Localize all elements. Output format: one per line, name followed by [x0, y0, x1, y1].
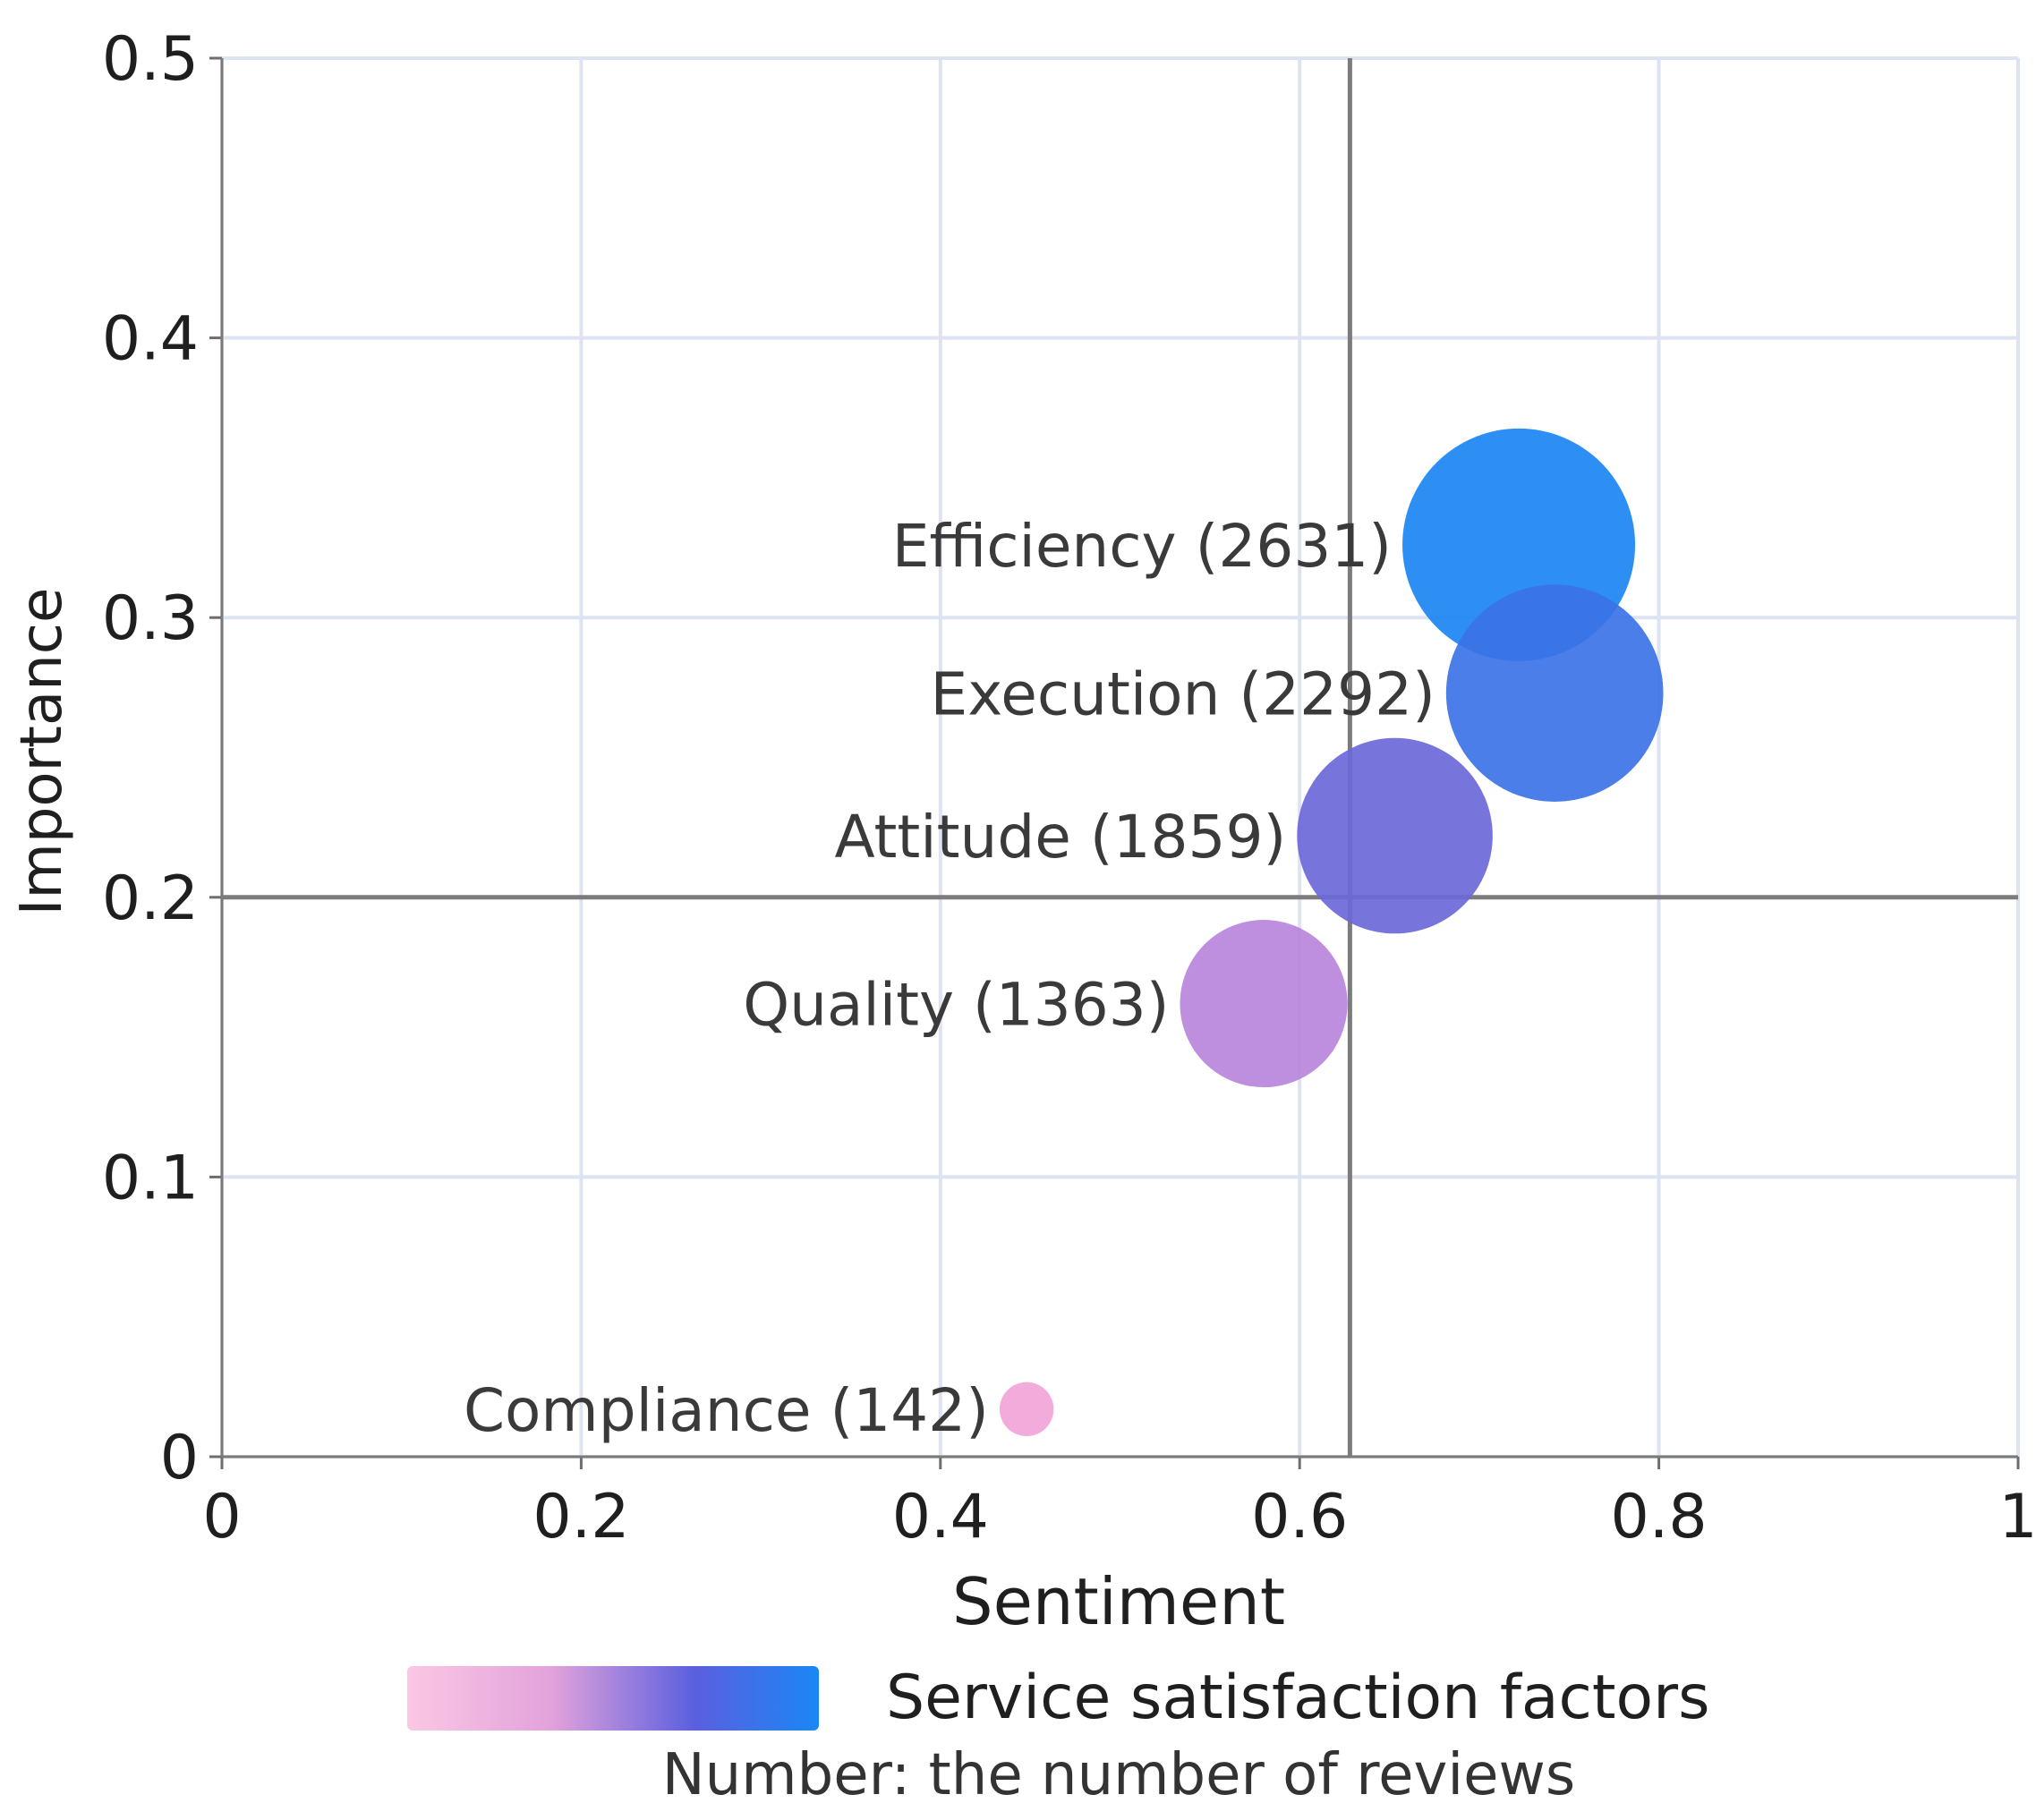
bubble-label-quality: Quality (1363) — [743, 971, 1169, 1040]
y-axis-title: Importance — [9, 588, 75, 916]
bubble-label-attitude: Attitude (1859) — [835, 803, 1287, 872]
grid — [220, 56, 2020, 1459]
y-tick-label: 0.4 — [102, 304, 199, 375]
x-tick-label: 0.6 — [1251, 1482, 1348, 1552]
x-tick-label: 0.8 — [1611, 1482, 1708, 1552]
bubble-attitude — [1297, 737, 1493, 934]
bubble-compliance — [999, 1382, 1054, 1437]
legend-note: Number: the number of reviews — [662, 1742, 1575, 1808]
y-tick-label: 0.1 — [102, 1143, 199, 1213]
x-tick-label: 0 — [202, 1482, 241, 1552]
y-tick-label: 0.5 — [102, 24, 199, 95]
y-tick-label: 0.2 — [102, 863, 199, 934]
bubble-label-execution: Execution (2292) — [931, 660, 1435, 729]
axes: 0 0.2 0.4 0.6 0.8 1 0 0.1 0.2 0.3 0.4 0.5 — [102, 24, 2036, 1552]
legend: Service satisfaction factors Number: the… — [407, 1663, 1710, 1808]
bubble-label-efficiency: Efficiency (2631) — [892, 512, 1392, 581]
y-tick-label: 0 — [160, 1423, 199, 1493]
bubble-labels: Efficiency (2631) Execution (2292) Attitud… — [464, 512, 1435, 1445]
bubbles — [999, 428, 1664, 1437]
x-tick-label: 0.2 — [532, 1482, 629, 1552]
legend-gradient-bar — [407, 1666, 819, 1731]
bubble-quality — [1180, 920, 1348, 1088]
reference-lines — [222, 58, 2018, 1457]
legend-title: Service satisfaction factors — [886, 1663, 1710, 1733]
x-tick-label: 0.4 — [892, 1482, 989, 1552]
y-tick-label: 0.3 — [102, 583, 199, 654]
x-tick-label: 1 — [1998, 1482, 2036, 1552]
bubble-label-compliance: Compliance (142) — [464, 1376, 989, 1445]
x-axis-title: Sentiment — [952, 1564, 1285, 1639]
bubble-execution — [1445, 584, 1664, 802]
